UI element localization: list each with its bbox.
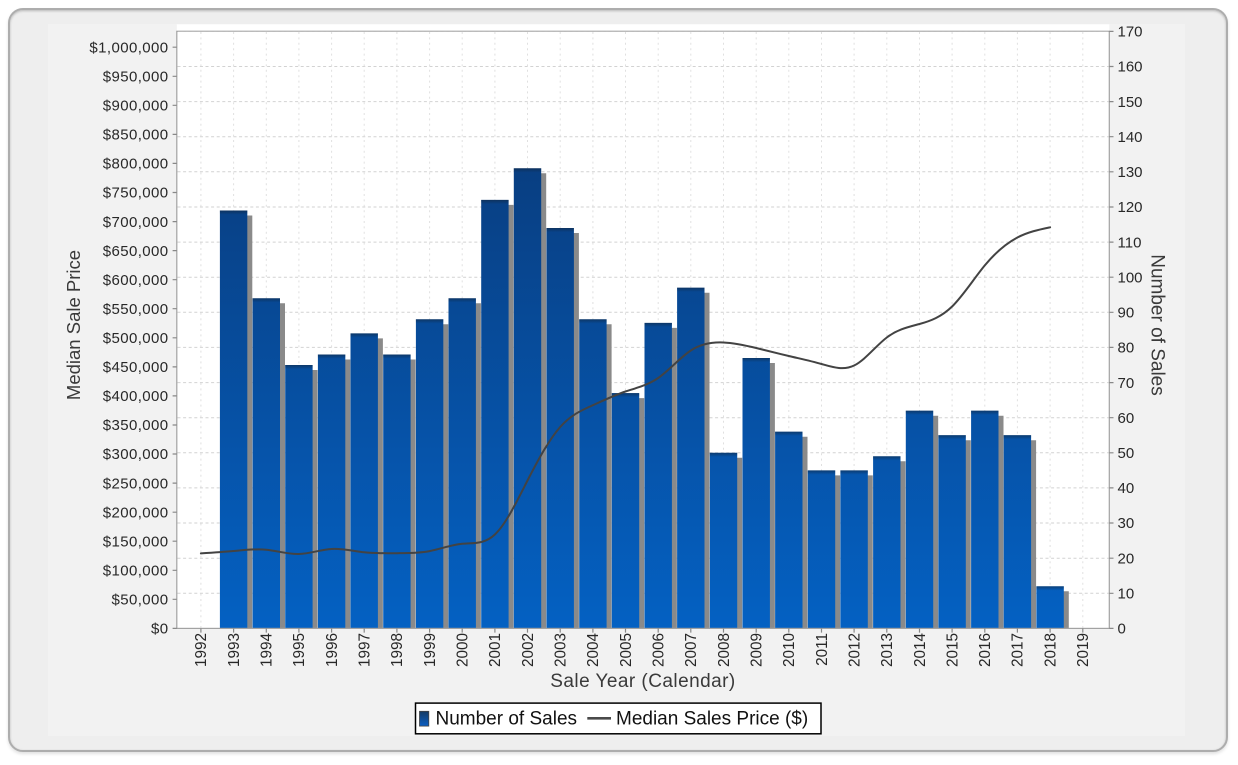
- svg-text:2017: 2017: [1010, 633, 1027, 667]
- svg-text:$1,000,000: $1,000,000: [89, 39, 168, 56]
- svg-text:$500,000: $500,000: [103, 330, 169, 347]
- svg-text:$300,000: $300,000: [103, 446, 169, 463]
- svg-text:90: 90: [1118, 305, 1135, 322]
- svg-text:60: 60: [1118, 410, 1135, 427]
- svg-text:Median Sale Price: Median Sale Price: [63, 250, 84, 400]
- svg-text:$750,000: $750,000: [103, 185, 169, 202]
- svg-text:2007: 2007: [683, 633, 700, 667]
- svg-text:$150,000: $150,000: [103, 533, 169, 550]
- svg-text:2002: 2002: [520, 633, 537, 667]
- svg-text:140: 140: [1118, 129, 1143, 146]
- svg-text:1995: 1995: [291, 633, 308, 667]
- svg-text:2013: 2013: [879, 633, 896, 667]
- svg-text:130: 130: [1118, 164, 1143, 181]
- svg-text:70: 70: [1118, 375, 1135, 392]
- svg-text:1992: 1992: [193, 633, 210, 667]
- svg-text:2004: 2004: [585, 633, 602, 668]
- svg-text:2003: 2003: [553, 633, 570, 667]
- svg-text:$200,000: $200,000: [103, 504, 169, 521]
- svg-text:$100,000: $100,000: [103, 563, 169, 580]
- svg-text:2008: 2008: [716, 633, 733, 667]
- svg-text:Number of Sales: Number of Sales: [436, 709, 578, 730]
- svg-text:1999: 1999: [422, 633, 439, 667]
- svg-text:$450,000: $450,000: [103, 359, 169, 376]
- svg-text:2009: 2009: [749, 633, 766, 667]
- svg-text:$400,000: $400,000: [103, 388, 169, 405]
- svg-text:0: 0: [1118, 621, 1126, 638]
- svg-text:2000: 2000: [455, 633, 472, 667]
- svg-text:2006: 2006: [651, 633, 668, 667]
- svg-text:170: 170: [1118, 24, 1143, 41]
- svg-text:2005: 2005: [618, 633, 635, 667]
- svg-text:$650,000: $650,000: [103, 243, 169, 260]
- svg-text:$800,000: $800,000: [103, 156, 169, 173]
- svg-text:2016: 2016: [977, 633, 994, 667]
- svg-text:Number of Sales: Number of Sales: [1147, 254, 1168, 396]
- svg-text:110: 110: [1118, 234, 1142, 251]
- svg-text:40: 40: [1118, 480, 1135, 497]
- svg-text:$250,000: $250,000: [103, 475, 169, 492]
- svg-text:2018: 2018: [1042, 633, 1059, 667]
- svg-text:1998: 1998: [389, 633, 406, 667]
- svg-text:1996: 1996: [324, 633, 341, 667]
- svg-text:$950,000: $950,000: [103, 69, 169, 86]
- svg-text:2015: 2015: [944, 633, 961, 667]
- svg-text:Median Sales Price ($): Median Sales Price ($): [616, 709, 808, 730]
- svg-text:2010: 2010: [781, 633, 798, 667]
- svg-text:$850,000: $850,000: [103, 127, 169, 144]
- svg-text:2012: 2012: [846, 633, 863, 667]
- svg-text:160: 160: [1118, 59, 1143, 76]
- svg-text:1997: 1997: [357, 633, 374, 667]
- svg-text:10: 10: [1118, 586, 1135, 603]
- svg-text:Sale Year (Calendar): Sale Year (Calendar): [550, 671, 735, 692]
- svg-text:$600,000: $600,000: [103, 272, 169, 289]
- svg-text:$0: $0: [151, 621, 169, 638]
- svg-text:1993: 1993: [226, 633, 243, 667]
- svg-text:2001: 2001: [487, 633, 504, 667]
- svg-text:2014: 2014: [912, 633, 929, 668]
- svg-text:$900,000: $900,000: [103, 98, 169, 115]
- svg-text:$700,000: $700,000: [103, 214, 169, 231]
- svg-text:30: 30: [1118, 515, 1135, 532]
- svg-text:120: 120: [1118, 199, 1143, 216]
- svg-text:100: 100: [1118, 269, 1143, 286]
- svg-text:50: 50: [1118, 445, 1135, 462]
- svg-text:$550,000: $550,000: [103, 301, 169, 318]
- svg-text:2019: 2019: [1075, 633, 1092, 667]
- svg-text:150: 150: [1118, 94, 1143, 111]
- svg-text:$350,000: $350,000: [103, 417, 169, 434]
- svg-text:1994: 1994: [259, 633, 276, 668]
- svg-text:$50,000: $50,000: [111, 592, 168, 609]
- svg-text:80: 80: [1118, 340, 1135, 357]
- svg-text:2011: 2011: [814, 633, 831, 666]
- svg-text:20: 20: [1118, 550, 1135, 567]
